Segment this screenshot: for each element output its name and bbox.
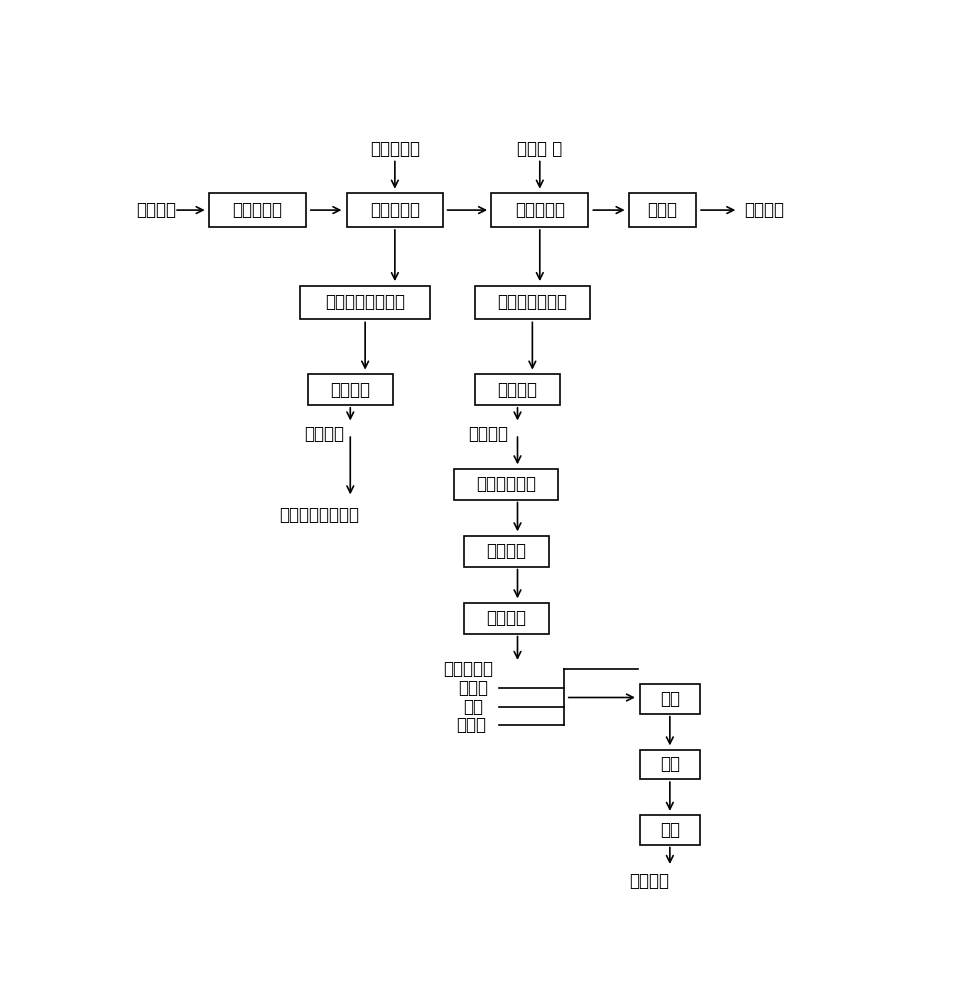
Text: 前段沉淠池: 前段沉淠池 [370,201,420,219]
Text: 后段沉淠池: 后段沉淠池 [515,201,565,219]
Text: 校正料: 校正料 [456,716,486,734]
Bar [308,374,393,405]
Bar [463,603,550,634]
Text: 前段污泥: 前段污泥 [304,425,344,443]
Text: 作为冶金原料回用: 作为冶金原料回用 [280,506,360,524]
Bar [491,193,588,227]
Bar [209,193,306,227]
Bar [475,286,590,319]
Text: 板框压滤: 板框压滤 [498,380,537,398]
Bar [300,286,431,319]
Text: 混匀: 混匀 [660,690,680,708]
Text: 重金属污泥浓缩池: 重金属污泥浓缩池 [325,293,405,311]
Text: 达标外排: 达标外排 [744,201,784,219]
Text: 水泥矿化剂: 水泥矿化剂 [443,660,493,678]
Text: 板框压滤: 板框压滤 [330,380,370,398]
Bar [463,536,550,567]
Bar [475,374,560,405]
Text: 上清液: 上清液 [647,201,677,219]
Text: 污泥干化: 污泥干化 [486,542,526,560]
Text: 后段污泥浓缩池: 后段污泥浓缩池 [498,293,568,311]
Bar [641,750,699,779]
Text: 水泥熟料: 水泥熟料 [629,872,669,890]
Text: 石灰石: 石灰石 [458,679,488,697]
Bar [641,815,699,845]
Text: 污泥粉碎: 污泥粉碎 [486,609,526,627]
Text: 酸洗废水: 酸洗废水 [136,201,176,219]
Text: 前中和药剂: 前中和药剂 [370,140,420,158]
Text: 污泥成分分析: 污泥成分分析 [477,475,536,493]
Text: 磨细: 磨细 [660,755,680,773]
Text: 后段污泥: 后段污泥 [468,425,507,443]
Bar [641,684,699,714]
Bar [346,193,443,227]
Text: 锻烧: 锻烧 [660,821,680,839]
Text: 多级还原池: 多级还原池 [232,201,282,219]
Text: 后中和 药: 后中和 药 [517,140,562,158]
Text: 粘土: 粘土 [463,698,483,716]
Bar [629,193,696,227]
Bar [455,469,558,500]
